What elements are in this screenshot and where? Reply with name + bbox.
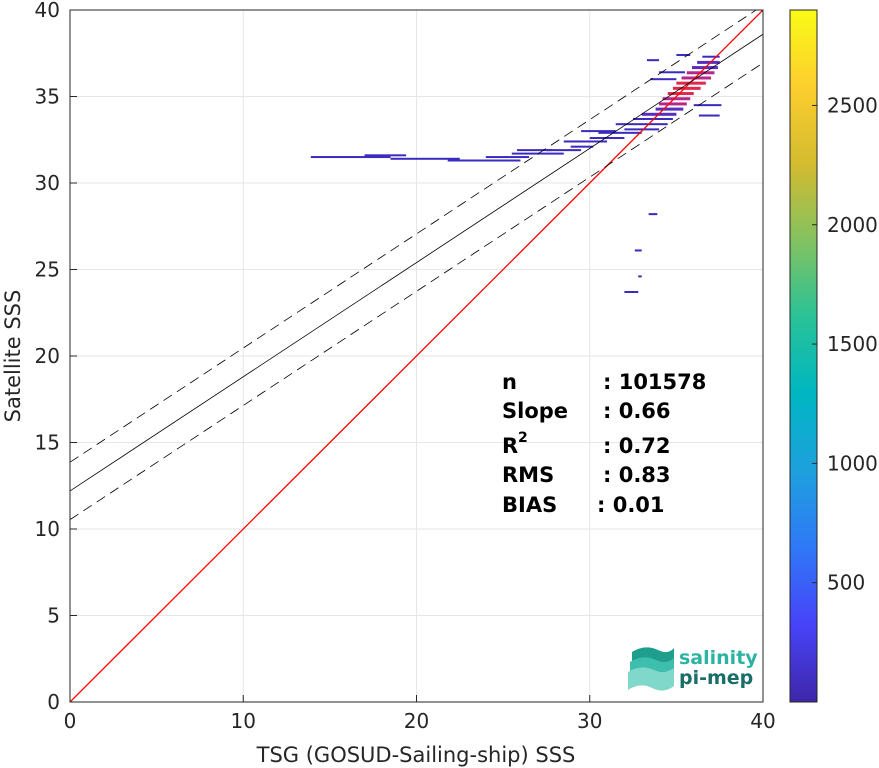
- colorbar-ticks: 500 1000 1500 2000 2500: [812, 93, 878, 595]
- y-tick-label: 20: [35, 344, 60, 368]
- density-segment: [638, 275, 642, 278]
- y-axis-label: Satellite SSS: [1, 290, 25, 423]
- stat-bias-value: : 0.01: [597, 493, 665, 517]
- stat-rms-value: : 0.83: [603, 463, 671, 487]
- stat-r2-superscript: 2: [518, 430, 528, 446]
- y-tick-label: 15: [35, 431, 60, 455]
- upper-confidence-line: [70, 10, 757, 463]
- density-segment: [662, 97, 691, 101]
- x-tick-label: 10: [231, 709, 256, 733]
- density-segment: [447, 159, 521, 162]
- y-tick-label: 0: [47, 690, 60, 714]
- density-segment: [702, 55, 720, 58]
- y-tick-label: 35: [35, 85, 60, 109]
- stat-bias-label: BIAS: [502, 493, 557, 517]
- density-segment: [646, 59, 660, 62]
- density-segment: [667, 92, 694, 96]
- density-segment: [546, 149, 582, 152]
- density-segment: [634, 249, 642, 252]
- stat-slope-value: : 0.66: [603, 399, 671, 423]
- density-segment: [693, 104, 722, 107]
- stat-r2-value: : 0.72: [603, 434, 671, 458]
- density-segment: [655, 107, 684, 111]
- axis-ticks: 0 10 20 30 40 0 5 10 15 20 25 30 35 40: [35, 0, 776, 733]
- density-segment: [581, 130, 616, 133]
- identity-line: [70, 10, 763, 702]
- density-segment: [624, 128, 660, 131]
- colorbar: [789, 9, 818, 703]
- salinity-pi-mep-logo: salinity pi-mep: [628, 647, 758, 691]
- stat-slope-label: Slope: [502, 399, 568, 423]
- density-segment: [697, 60, 720, 64]
- wave-layers-icon: [628, 647, 674, 691]
- density-segment: [570, 145, 594, 148]
- lower-confidence-line: [70, 62, 763, 520]
- logo-text-salinity: salinity: [679, 647, 758, 669]
- density-segment: [650, 78, 677, 81]
- logo-text-pi-mep: pi-mep: [679, 667, 753, 689]
- colorbar-tick-label: 2500: [827, 93, 878, 117]
- density-segment: [672, 86, 701, 90]
- density-segment: [676, 53, 691, 56]
- y-tick-label: 5: [47, 604, 60, 628]
- stat-n-label: n: [502, 370, 517, 394]
- colorbar-tick-label: 1000: [827, 451, 878, 475]
- x-tick-label: 0: [64, 709, 77, 733]
- density-segment: [624, 290, 639, 293]
- y-tick-label: 25: [35, 258, 60, 282]
- x-tick-label: 20: [404, 709, 429, 733]
- regression-line: [70, 33, 763, 492]
- density-segment: [310, 156, 391, 159]
- y-tick-label: 30: [35, 171, 60, 195]
- density-segment: [598, 131, 642, 134]
- density-segment: [589, 137, 625, 140]
- density-segment: [659, 71, 686, 74]
- colorbar-tick-label: 500: [827, 571, 865, 595]
- density-segment: [390, 157, 460, 160]
- density-segment: [485, 156, 530, 159]
- density-segment: [563, 140, 608, 143]
- colorbar-tick-label: 2000: [827, 213, 878, 237]
- density-segment: [615, 123, 668, 126]
- colorbar-tick-label: 1500: [827, 332, 878, 356]
- density-segment: [659, 102, 687, 106]
- density-segment: [676, 81, 706, 85]
- density-segment: [516, 149, 552, 152]
- fit-lines: [70, 10, 763, 702]
- stats-box: n : 101578 Slope : 0.66 R 2 : 0.72 RMS :…: [502, 370, 706, 517]
- stat-rms-label: RMS: [502, 463, 554, 487]
- stat-r2-label: R: [502, 434, 518, 458]
- x-tick-label: 30: [577, 709, 602, 733]
- density-segment: [364, 154, 407, 157]
- y-tick-label: 40: [35, 0, 60, 22]
- x-tick-label: 40: [750, 709, 775, 733]
- density-segment: [648, 213, 658, 216]
- x-axis-label: TSG (GOSUD-Sailing-ship) SSS: [256, 743, 576, 767]
- density-segment: [698, 114, 720, 117]
- y-tick-label: 10: [35, 517, 60, 541]
- stat-n-value: : 101578: [603, 370, 706, 394]
